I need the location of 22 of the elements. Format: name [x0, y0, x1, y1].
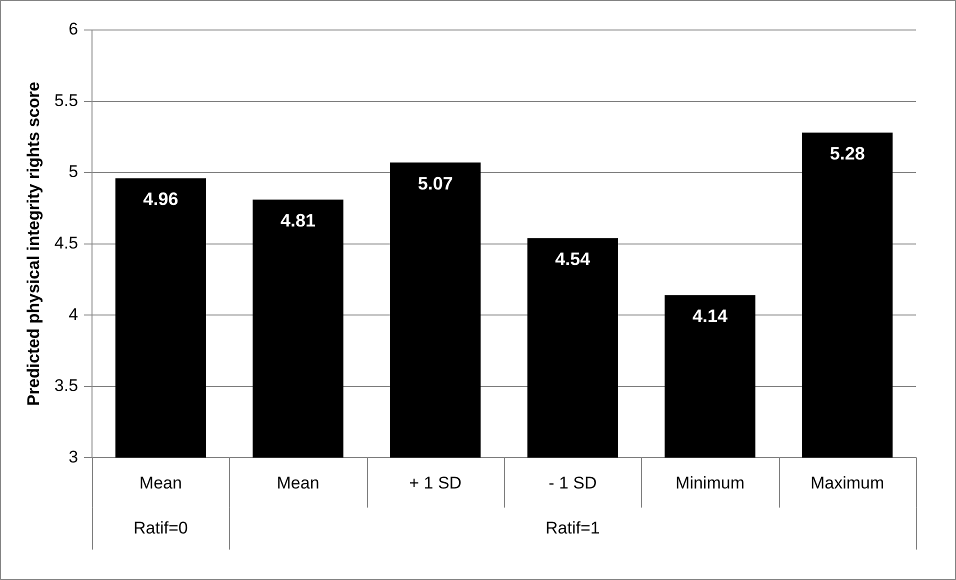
text: Ratif=1	[546, 518, 600, 538]
x-tick-label: Maximum	[810, 473, 884, 492]
x-tick-label: Mean	[276, 473, 320, 492]
y-tick-label: 4.5	[54, 233, 78, 252]
data-label: 5.28	[830, 144, 865, 164]
text: Ratif=0	[134, 518, 188, 538]
y-tick-label: 6	[68, 20, 78, 39]
x-tick-label: - 1 SD	[548, 473, 597, 492]
x-tick-label: Minimum	[676, 473, 744, 492]
data-label: 4.81	[280, 210, 316, 231]
x-tick-label: Mean	[139, 473, 182, 492]
data-label: 4.96	[143, 189, 178, 210]
data-label: 4.54	[555, 249, 590, 270]
y-axis-title: Predicted physical integrity rights score	[24, 82, 43, 406]
x-tick-label: + 1 SD	[409, 473, 462, 492]
data-label: 5.07	[418, 174, 453, 194]
y-tick-label: 5	[68, 162, 78, 182]
y-tick-label: 3.5	[54, 376, 78, 396]
y-tick-label: 5.5	[54, 90, 78, 110]
data-label: 4.14	[692, 306, 728, 326]
y-tick-label: 4	[68, 304, 78, 324]
y-tick-label: 3	[68, 447, 78, 466]
